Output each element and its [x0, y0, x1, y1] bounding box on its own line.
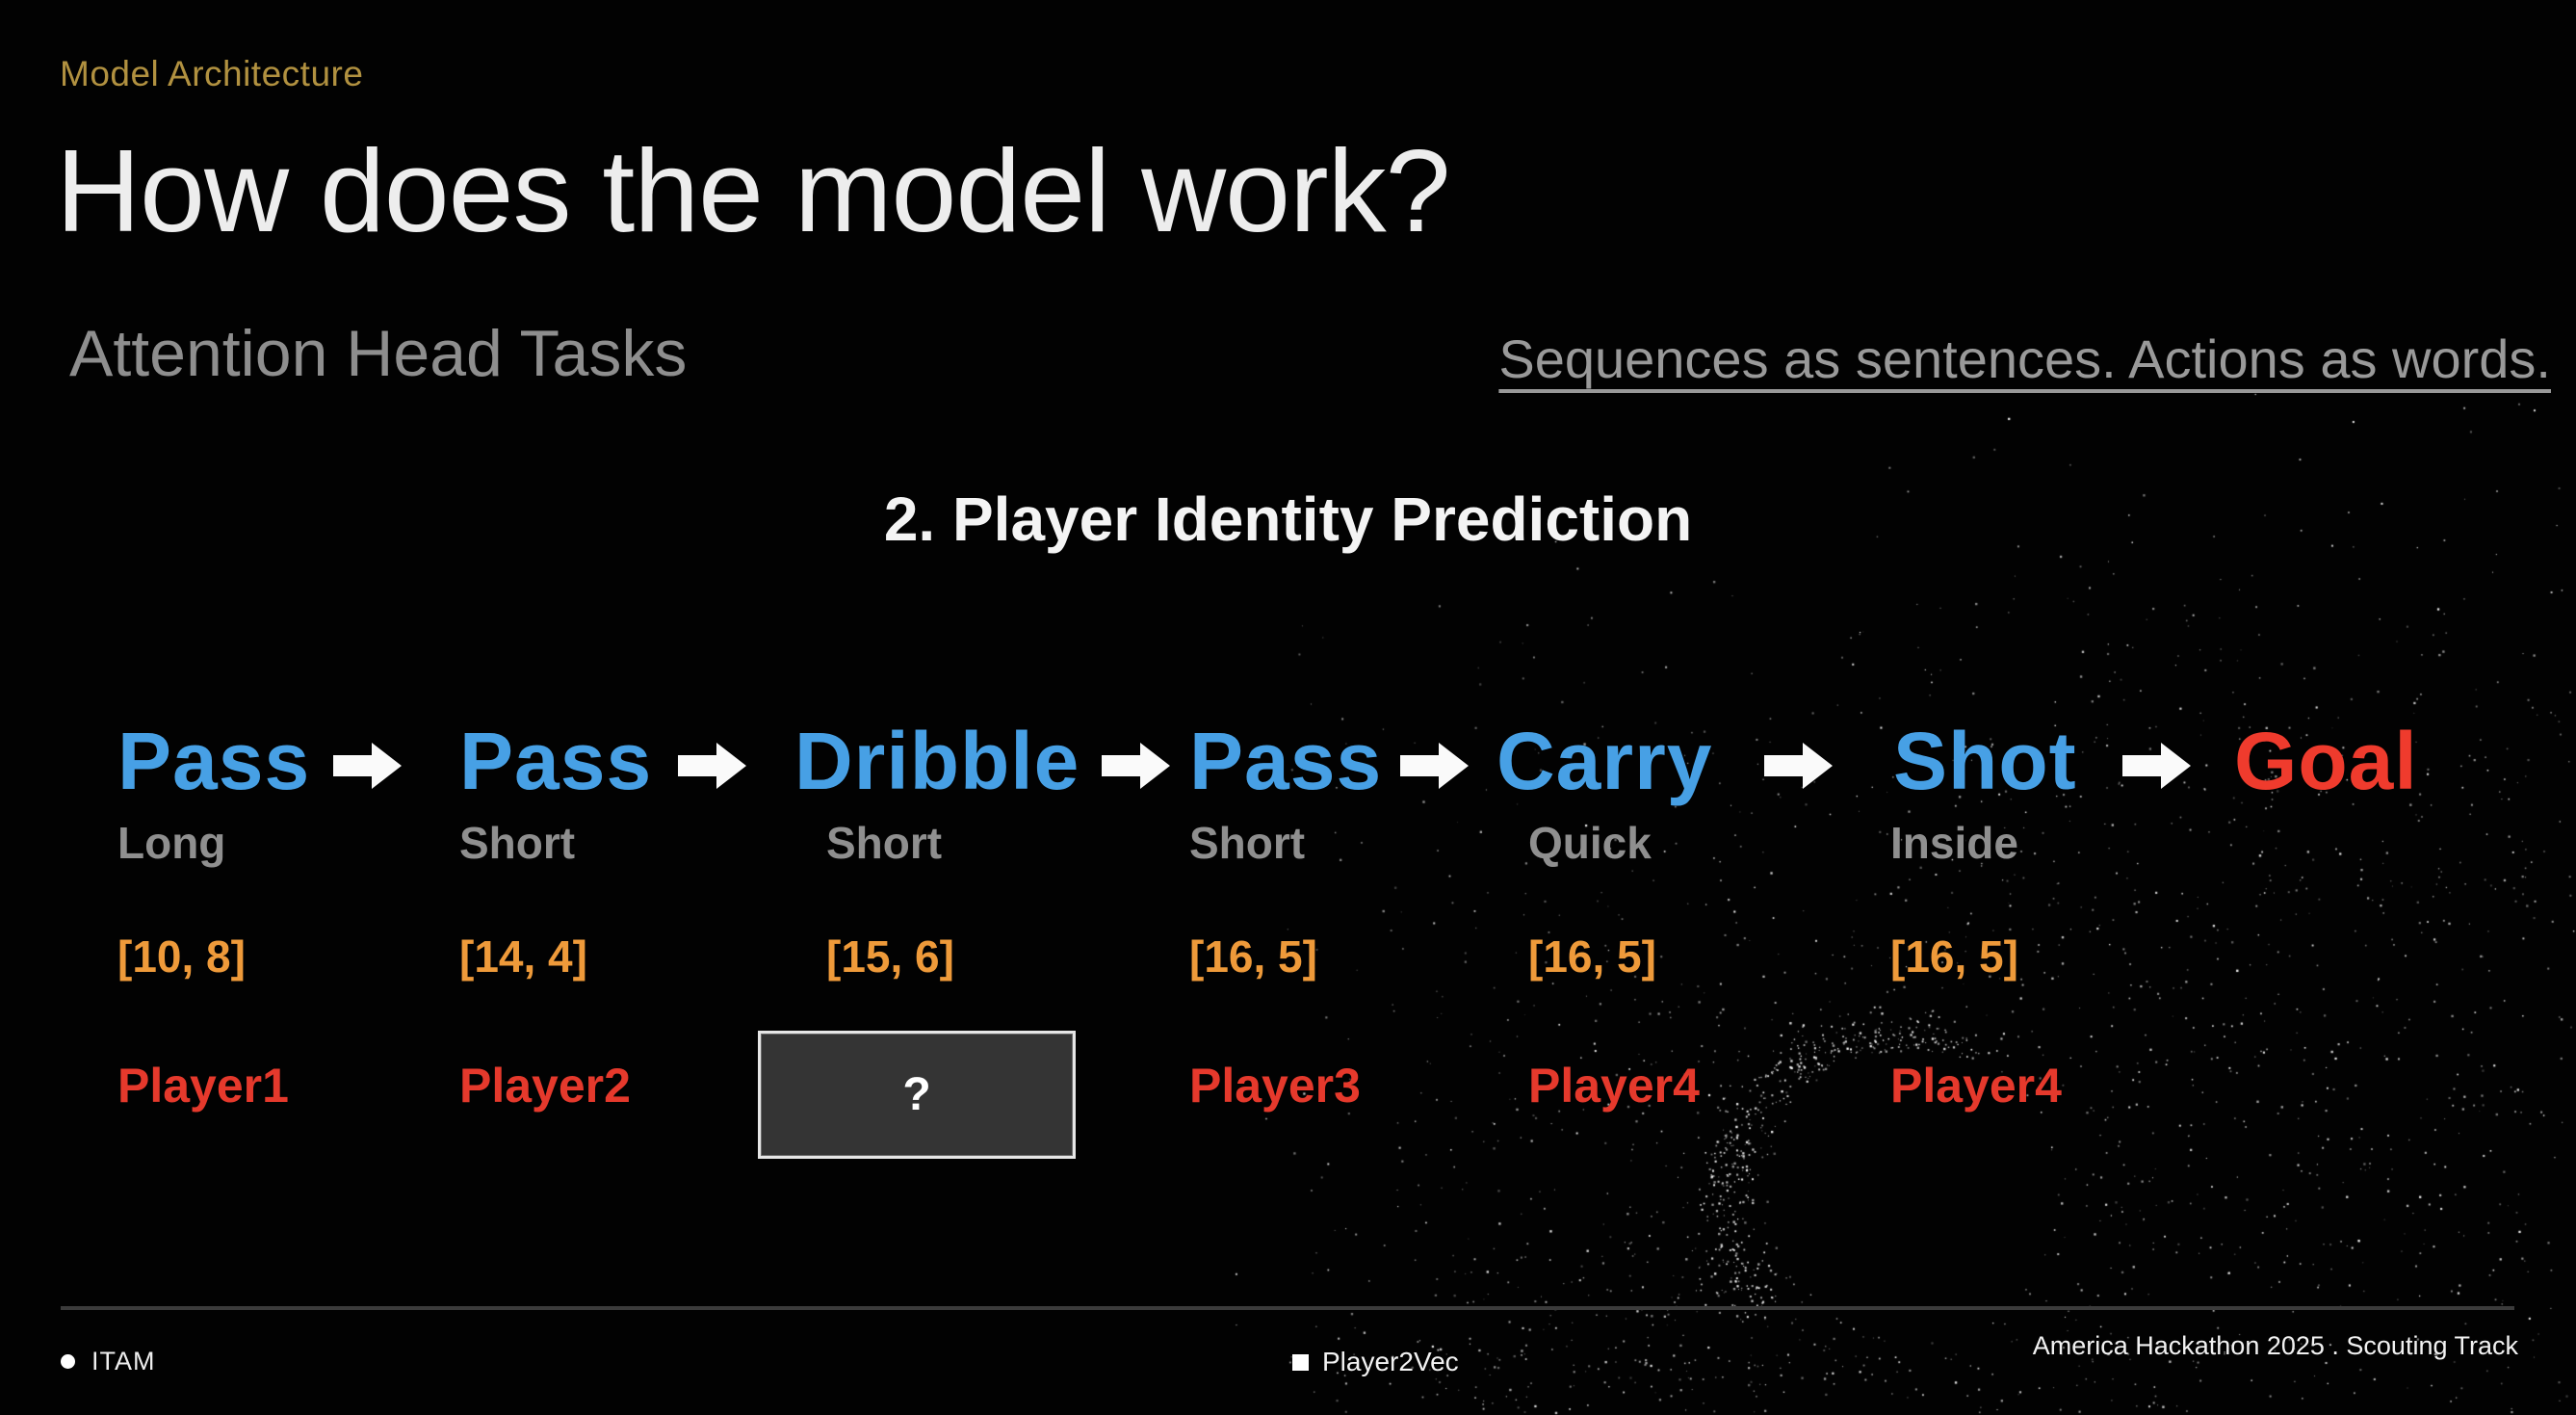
step-title: 2. Player Identity Prediction: [883, 485, 1693, 554]
footer-divider: [61, 1306, 2514, 1310]
player-2-label: Player2: [459, 1059, 631, 1113]
modifier-short-2: Short: [826, 818, 943, 868]
coords-3: [15, 6]: [826, 931, 954, 982]
action-shot: Shot: [1893, 716, 2077, 806]
action-pass-3: Pass: [1189, 716, 1383, 806]
footer-center-label: Player2Vec: [1322, 1347, 1459, 1376]
coords-1: [10, 8]: [117, 931, 246, 982]
footer-center: Player2Vec: [1292, 1347, 1459, 1377]
slide-title: How does the model work?: [56, 125, 1451, 256]
action-pass-2: Pass: [459, 716, 653, 806]
modifier-short-1: Short: [459, 818, 576, 868]
player-1-label: Player1: [117, 1059, 289, 1113]
coords-6: [16, 5]: [1890, 931, 2018, 982]
coords-5: [16, 5]: [1528, 931, 1656, 982]
coords-4: [16, 5]: [1189, 931, 1317, 982]
square-bullet-icon: [1292, 1353, 1309, 1371]
unknown-player-label: ?: [902, 1069, 931, 1120]
action-goal: Goal: [2234, 716, 2418, 806]
tagline: Sequences as sentences. Actions as words…: [1498, 328, 2551, 389]
action-pass-1: Pass: [117, 716, 311, 806]
footer-right-label: America Hackathon 2025 . Scouting Track: [2032, 1331, 2518, 1360]
action-carry: Carry: [1496, 716, 1713, 806]
arrow-right-icon: [333, 743, 402, 789]
arrow-right-icon: [2122, 743, 2191, 789]
action-dribble: Dribble: [794, 716, 1080, 806]
player-4-label: Player4: [1528, 1059, 1700, 1113]
arrow-right-icon: [1400, 743, 1469, 789]
unknown-player-box: ?: [758, 1031, 1076, 1159]
footer-left: ITAM: [61, 1347, 156, 1376]
arrow-right-icon: [1102, 743, 1170, 789]
arrow-right-icon: [678, 743, 746, 789]
footer-left-label: ITAM: [91, 1347, 156, 1376]
modifier-long: Long: [117, 818, 226, 868]
slide-kicker: Model Architecture: [60, 54, 364, 93]
coords-2: [14, 4]: [459, 931, 587, 982]
arrow-right-icon: [1764, 743, 1833, 789]
modifier-inside: Inside: [1890, 818, 2018, 868]
section-heading: Attention Head Tasks: [69, 317, 688, 390]
modifier-short-3: Short: [1189, 818, 1306, 868]
modifier-quick: Quick: [1528, 818, 1652, 868]
player-3-label: Player3: [1189, 1059, 1361, 1113]
player-4b-label: Player4: [1890, 1059, 2062, 1113]
circle-bullet-icon: [61, 1354, 75, 1369]
